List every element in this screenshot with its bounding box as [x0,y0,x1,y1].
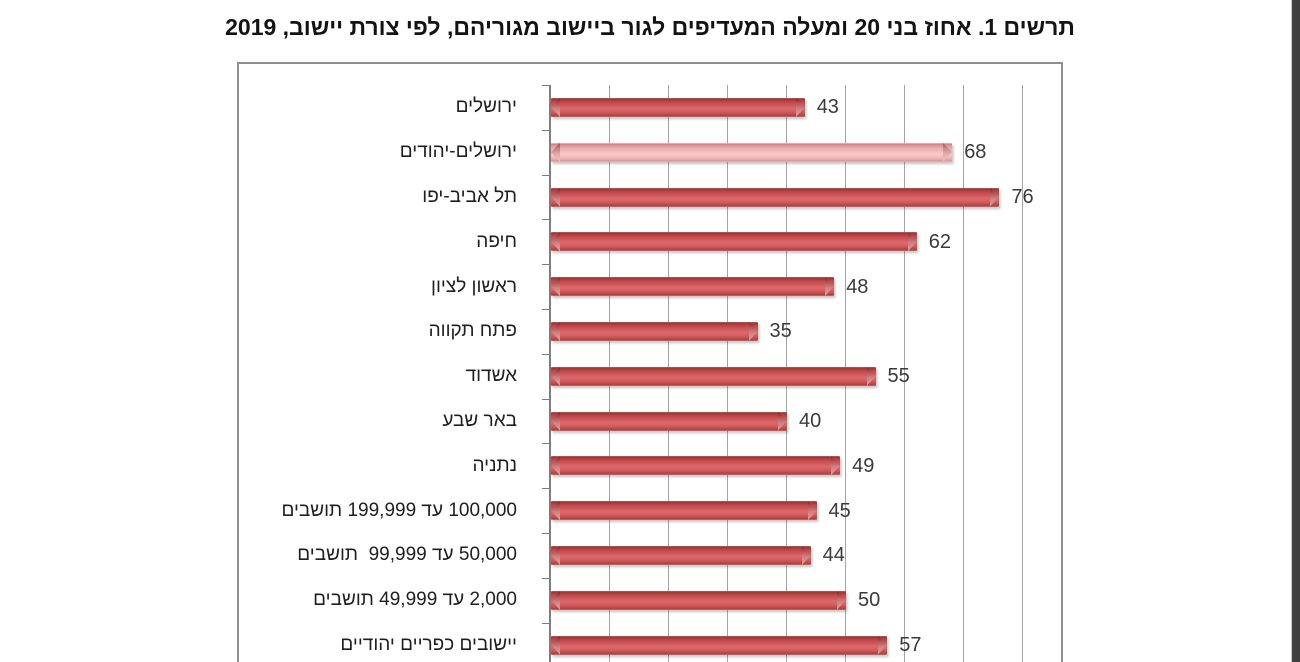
bar [551,411,787,431]
chart-title: תרשים 1. אחוז בני 20 ומעלה המעדיפים לגור… [225,14,1075,40]
bar [551,321,758,341]
bar [551,590,846,610]
category-label: יישובים כפריים יהודיים [340,634,517,655]
bar [551,187,999,207]
bar [551,277,834,297]
category-axis-line [549,85,551,662]
value-label: 40 [799,410,822,432]
category-label: פתח תקווה [428,320,517,342]
category-label: ראשון לציון [431,275,517,297]
bar [551,232,917,252]
category-label: 100,000 עד 199,999 תושבים [281,499,517,521]
axis-tick [542,398,550,400]
axis-tick [542,577,550,579]
viewer-edge-strip [1291,0,1300,662]
category-label: באר שבע [442,410,517,431]
gridline [1022,85,1023,662]
plot-area: ירושלים 43 ירושלים-יהודים 68 תל אביב-יפו 76 חי… [239,64,1061,662]
category-label: ירושלים [455,96,517,118]
axis-tick [542,129,550,131]
value-label: 68 [964,141,987,164]
value-label: 62 [928,230,952,253]
chart-frame: ירושלים 43 ירושלים-יהודים 68 תל אביב-יפו 76 חי… [237,62,1063,662]
value-label: 35 [769,320,792,343]
axis-tick [542,533,550,534]
bar [551,635,887,655]
category-label: 50,000 עד 99,999 תושבים [297,544,517,566]
bar [551,545,811,565]
axis-tick [542,264,550,266]
bar [551,366,876,386]
axis-tick [542,443,550,445]
bar [551,97,805,117]
category-label: חיפה [476,230,517,252]
axis-tick [542,219,550,221]
gridline [904,85,905,662]
value-label: 76 [1011,186,1034,208]
value-label: 49 [852,454,875,477]
gridline [963,85,964,662]
value-label: 50 [858,589,881,612]
axis-tick [542,85,550,86]
axis-tick [542,353,550,355]
category-label: 2,000 עד 49,999 תושבים [313,589,517,611]
value-label: 44 [822,544,845,567]
value-label: 43 [816,96,839,119]
bar [551,456,840,476]
bar-highlighted [551,142,952,162]
axis-tick [542,174,550,176]
axis-tick [542,622,550,624]
value-label: 57 [899,634,922,656]
value-label: 45 [828,499,851,522]
value-label: 48 [846,275,869,298]
category-label: אשדוד [465,365,517,387]
category-label: תל אביב-יפו [422,186,517,207]
value-label: 55 [887,365,910,388]
category-label: ירושלים-יהודים [399,141,517,163]
bar [551,501,817,521]
axis-tick [542,488,550,490]
axis-tick [542,309,550,310]
category-label: נתניה [472,454,517,476]
